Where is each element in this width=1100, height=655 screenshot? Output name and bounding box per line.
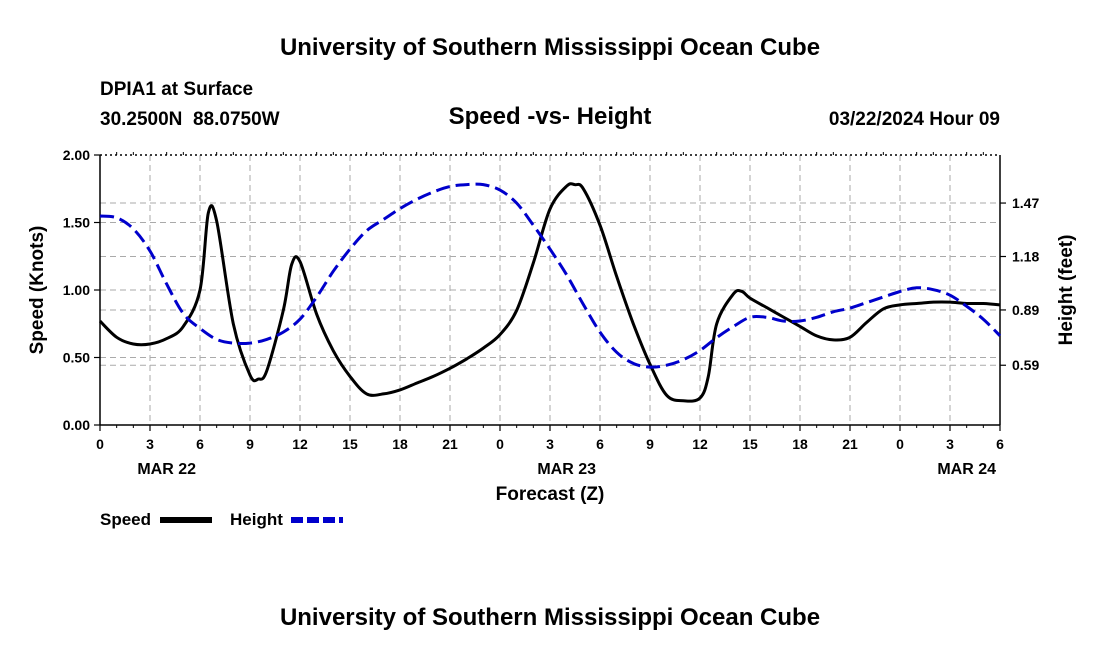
x-axis-title: Forecast (Z)	[496, 484, 605, 505]
y-tick-label: 0.00	[63, 417, 90, 433]
datetime-label: 03/22/2024 Hour 09	[829, 109, 1000, 130]
x-tick-label: 3	[546, 436, 554, 452]
x-tick-label: 6	[596, 436, 604, 452]
x-tick-label: 12	[692, 436, 708, 452]
y-tick-label: 1.50	[63, 215, 90, 231]
y2-tick-label: 0.89	[1012, 302, 1039, 318]
footer-title: University of Southern Mississippi Ocean…	[280, 604, 820, 631]
x-tick-label: 15	[742, 436, 758, 452]
x-tick-label: 6	[196, 436, 204, 452]
x-tick-label: 18	[792, 436, 808, 452]
grid-lines	[100, 155, 1000, 425]
x-tick-label: 0	[96, 436, 104, 452]
axes	[94, 152, 1006, 431]
y2-tick-label: 0.59	[1012, 357, 1039, 373]
date-label: MAR 24	[937, 461, 996, 478]
x-tick-label: 12	[292, 436, 308, 452]
y2-tick-label: 1.18	[1012, 249, 1039, 265]
series-line-height	[99, 182, 1002, 369]
series-line-speed	[98, 182, 1001, 403]
chart-title: Speed -vs- Height	[449, 103, 652, 130]
x-tick-label: 3	[946, 436, 954, 452]
x-tick-label: 9	[246, 436, 254, 452]
x-tick-label: 21	[842, 436, 858, 452]
y-axis-title: Speed (Knots)	[27, 226, 48, 355]
x-tick-label: 0	[896, 436, 904, 452]
date-label: MAR 22	[137, 461, 196, 478]
y-tick-label: 1.00	[63, 282, 90, 298]
coordinates-label: 30.2500N 88.0750W	[100, 109, 280, 130]
station-label: DPIA1 at Surface	[100, 79, 253, 100]
x-tick-label: 6	[996, 436, 1004, 452]
x-tick-label: 9	[646, 436, 654, 452]
legend-height-label: Height	[230, 510, 283, 529]
y-tick-label: 0.50	[63, 350, 90, 366]
x-tick-label: 3	[146, 436, 154, 452]
x-tick-label: 21	[442, 436, 458, 452]
legend-speed-label: Speed	[100, 510, 151, 529]
date-label: MAR 23	[537, 461, 596, 478]
y2-axis-title: Height (feet)	[1056, 235, 1077, 346]
x-tick-label: 15	[342, 436, 358, 452]
x-tick-label: 0	[496, 436, 504, 452]
y2-tick-label: 1.47	[1012, 195, 1039, 211]
series	[98, 182, 1002, 403]
main-title: University of Southern Mississippi Ocean…	[280, 34, 820, 61]
legend: Speed Height	[100, 510, 343, 529]
x-tick-label: 18	[392, 436, 408, 452]
y-tick-label: 2.00	[63, 147, 90, 163]
